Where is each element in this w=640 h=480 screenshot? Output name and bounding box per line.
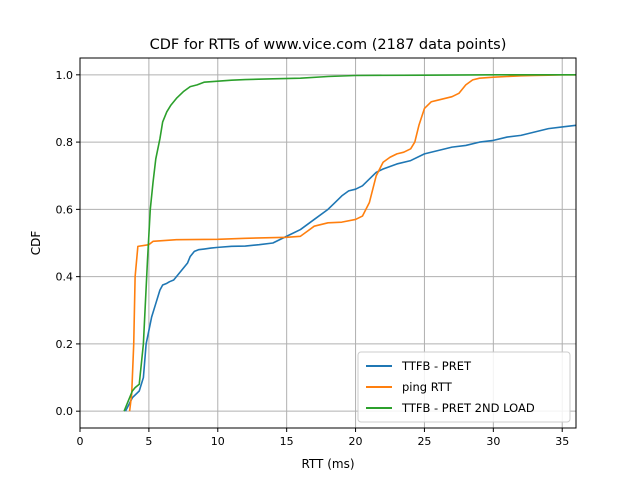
legend-box [357, 351, 571, 423]
x-tick-label: 30 [486, 435, 500, 448]
legend-label: ping RTT [402, 380, 453, 394]
legend-label: TTFB - PRET [401, 359, 472, 373]
y-tick-label: 0.8 [56, 136, 74, 149]
y-tick-label: 1.0 [56, 69, 74, 82]
series-line-2 [123, 74, 576, 412]
y-tick-label: 0.4 [56, 271, 74, 284]
x-tick-label: 10 [211, 435, 225, 448]
plot-frame [79, 57, 577, 429]
x-tick-label: 5 [145, 435, 152, 448]
y-tick-label: 0.0 [56, 405, 74, 418]
series-line-1 [128, 74, 576, 412]
plot-lines [123, 74, 576, 412]
x-tick-label: 35 [555, 435, 569, 448]
legend-label: TTFB - PRET 2ND LOAD [401, 401, 535, 415]
x-tick-label: 25 [417, 435, 431, 448]
x-tick-label: 15 [280, 435, 294, 448]
x-tick-label: 20 [349, 435, 363, 448]
grid [79, 58, 576, 428]
series-line-0 [124, 124, 576, 412]
x-axis: 0 5 10 15 20 25 30 35 [77, 428, 569, 448]
y-tick-label: 0.2 [56, 338, 74, 351]
y-axis-label: CDF [29, 231, 43, 256]
y-axis: 0.0 0.2 0.4 0.6 0.8 1.0 [56, 69, 80, 418]
y-tick-label: 0.6 [56, 203, 74, 216]
x-axis-label: RTT (ms) [301, 457, 354, 471]
x-tick-label: 0 [77, 435, 84, 448]
legend: TTFB - PRET ping RTT TTFB - PRET 2ND LOAD [357, 351, 571, 423]
chart-title: CDF for RTTs of www.vice.com (2187 data … [150, 37, 507, 53]
